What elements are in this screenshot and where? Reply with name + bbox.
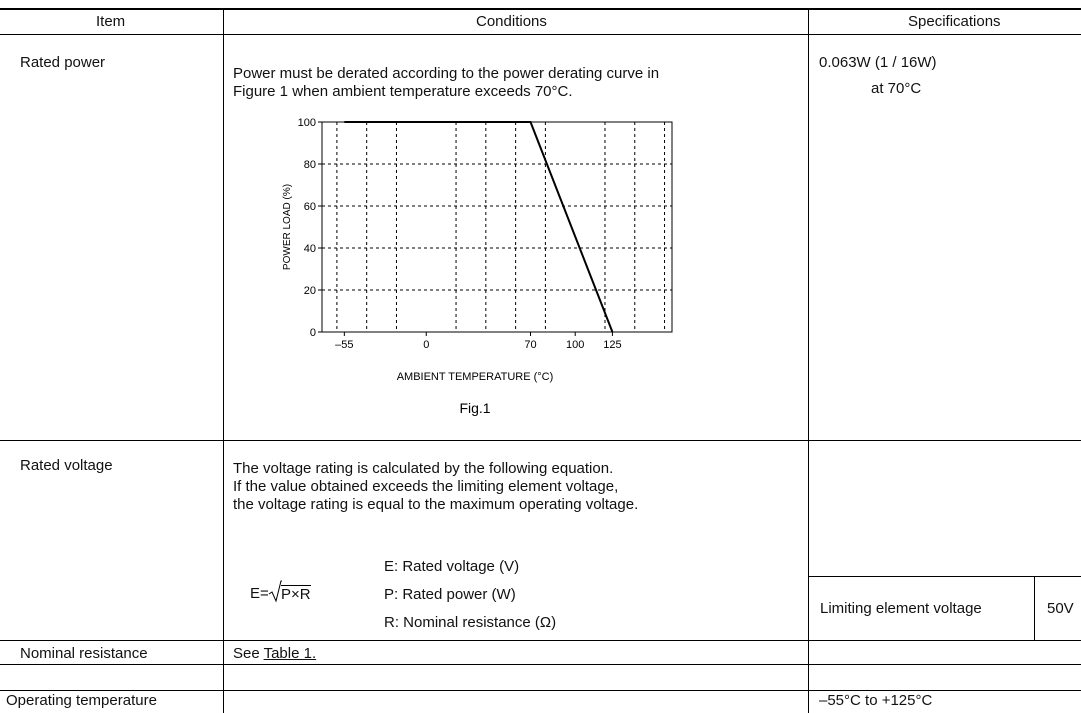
formula-lhs: E= (250, 585, 269, 602)
row-divider-voltage (0, 640, 1081, 641)
column-divider-2 (808, 8, 809, 713)
x-tick-label: 100 (566, 339, 584, 351)
y-tick-label: 40 (304, 243, 316, 255)
y-axis-label: POWER LOAD (%) (282, 184, 293, 270)
x-tick-label: –55 (335, 339, 353, 351)
table-top-border (0, 8, 1081, 10)
header-item: Item (96, 13, 126, 30)
plot-frame (321, 121, 673, 333)
x-tick-label: 125 (603, 339, 621, 351)
table-1-link[interactable]: Table 1. (263, 645, 317, 662)
y-tick-label: 100 (298, 117, 316, 129)
rated-voltage-condition-line1: The voltage rating is calculated by the … (233, 460, 614, 477)
y-tick-label: 20 (304, 285, 316, 297)
row-divider-resistance (0, 664, 1081, 665)
x-tick-label: 0 (423, 339, 429, 351)
legend-nominal-resistance: R: Nominal resistance (Ω) (384, 614, 557, 631)
x-tick-label: 70 (524, 339, 536, 351)
limiting-voltage-top-border (808, 576, 1081, 577)
header-divider (0, 34, 1081, 35)
header-specifications: Specifications (908, 13, 1001, 30)
rated-power-spec-line2: at 70°C (871, 80, 922, 97)
limiting-voltage-divider (1034, 576, 1035, 640)
derating-curve (344, 121, 614, 333)
x-axis-label: AMBIENT TEMPERATURE (°C) (397, 371, 554, 383)
rated-power-spec-line1: 0.063W (1 / 16W) (819, 54, 937, 71)
rated-power-condition-line2: Figure 1 when ambient temperature exceed… (233, 83, 573, 100)
figure-caption: Fig.1 (459, 400, 490, 416)
rated-voltage-condition-line3: the voltage rating is equal to the maxim… (233, 496, 639, 513)
legend-rated-voltage: E: Rated voltage (V) (384, 558, 520, 575)
y-tick-label: 0 (310, 327, 316, 339)
row-divider-temperature (0, 690, 1081, 691)
nominal-resistance-see: See (233, 645, 264, 662)
row-divider-power (0, 440, 1081, 441)
operating-temperature-spec: –55°C to +125°C (819, 692, 933, 709)
operating-temperature-item: Operating temperature (6, 692, 157, 709)
nominal-resistance-condition: See Table 1. (233, 645, 316, 663)
nominal-resistance-item: Nominal resistance (20, 645, 148, 662)
limiting-voltage-label: Limiting element voltage (820, 600, 982, 617)
square-root-icon (268, 580, 282, 603)
rated-power-condition-line1: Power must be derated according to the p… (233, 65, 660, 82)
column-divider-1 (223, 8, 224, 713)
rated-voltage-item: Rated voltage (20, 457, 113, 474)
y-tick-label: 80 (304, 159, 316, 171)
legend-rated-power: P: Rated power (W) (384, 586, 516, 603)
rated-power-item: Rated power (20, 54, 106, 71)
limiting-voltage-value: 50V (1047, 600, 1074, 617)
limiting-voltage-cell: 50V (1035, 577, 1081, 640)
y-tick-label: 60 (304, 201, 316, 213)
header-conditions: Conditions (476, 13, 547, 30)
formula-radicand: P×R (281, 585, 311, 603)
rated-voltage-condition-line2: If the value obtained exceeds the limiti… (233, 478, 619, 495)
